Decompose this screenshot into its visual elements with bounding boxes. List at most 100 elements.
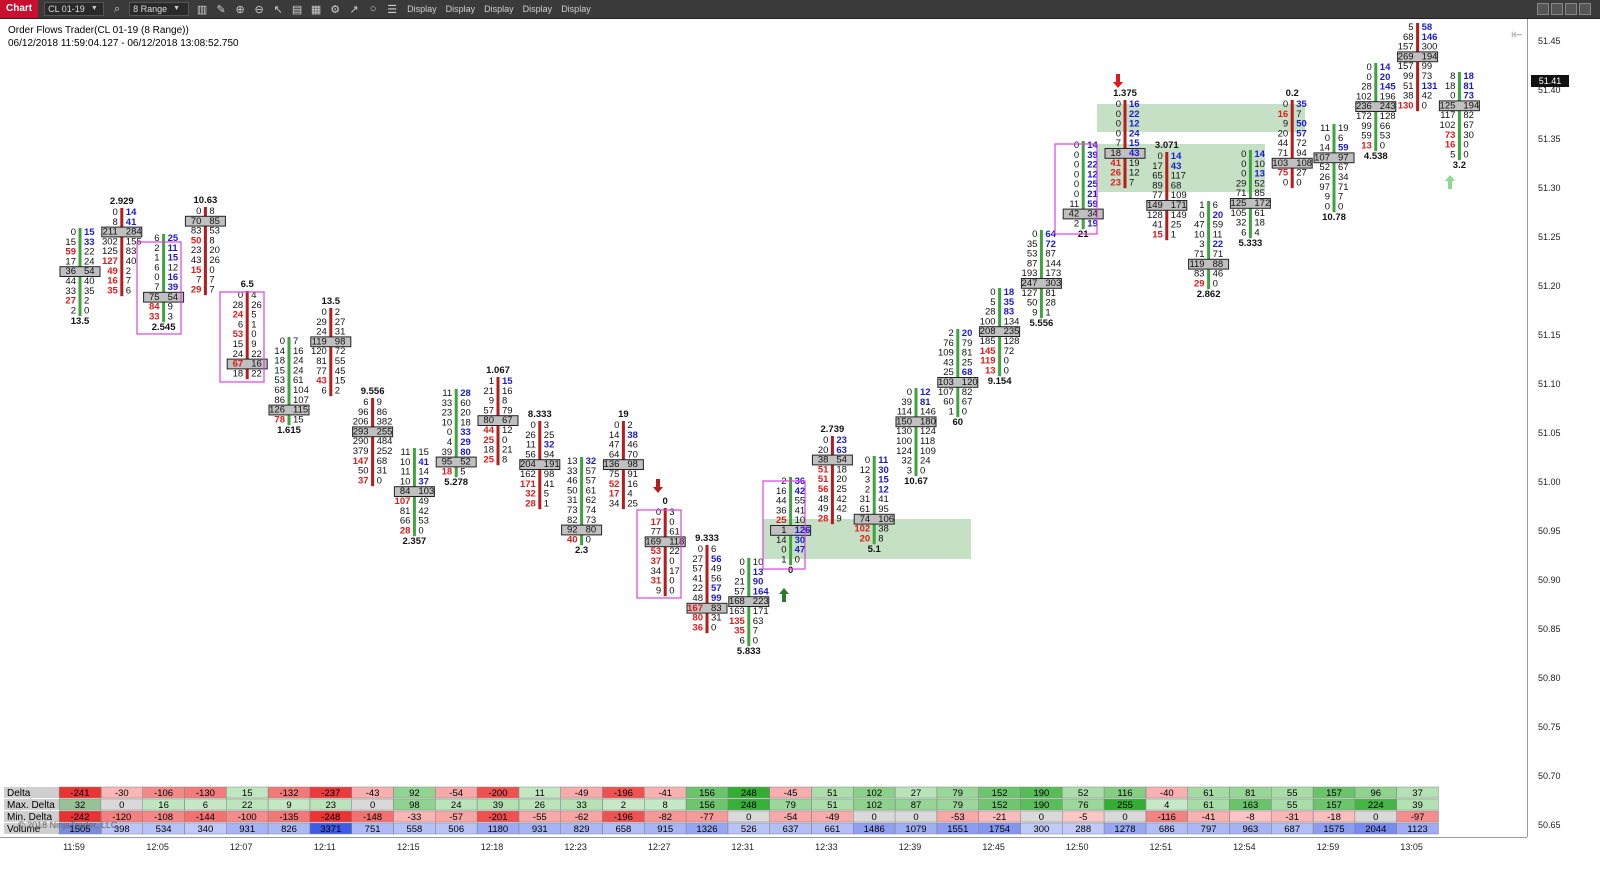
bid-volume: 0 bbox=[238, 290, 243, 301]
bid-volume: 9 bbox=[1283, 119, 1288, 130]
summary-value: -45 bbox=[784, 788, 798, 799]
price-axis[interactable] bbox=[1527, 19, 1528, 837]
ask-volume: 81 bbox=[920, 397, 931, 408]
ask-volume: 8 bbox=[502, 454, 507, 465]
ask-volume: 4 bbox=[627, 489, 632, 500]
data-box-icon[interactable]: ▦ bbox=[310, 3, 322, 16]
time-axis[interactable] bbox=[0, 837, 1527, 838]
bid-volume: 95 bbox=[442, 457, 453, 468]
display-button-4[interactable]: Display bbox=[522, 4, 553, 14]
footprint-bar[interactable]: 0 3 26 25 11 32 56 94 204 191 162 98 171 41 32 5 28 1 8.33… bbox=[519, 409, 561, 509]
collapse-panel-icon[interactable]: ⇤ bbox=[1511, 26, 1523, 42]
zoom-out-icon[interactable]: ⊖ bbox=[254, 3, 264, 16]
summary-value: 915 bbox=[657, 824, 673, 835]
ask-volume: 0 bbox=[669, 556, 674, 567]
bid-volume: 136 bbox=[604, 459, 620, 470]
summary-value: 2044 bbox=[1365, 824, 1386, 835]
footprint-bar[interactable]: 0 11 12 30 3 15 2 12 31 41 61 95 74 106 102 38 20 85.1 bbox=[853, 455, 895, 555]
ask-volume: 12 bbox=[168, 262, 179, 273]
search-icon[interactable]: ⌕ bbox=[114, 2, 121, 15]
ask-volume: 41 bbox=[544, 479, 555, 490]
summary-value: 963 bbox=[1242, 824, 1258, 835]
bid-volume: 24 bbox=[233, 349, 244, 360]
summary-value: -41 bbox=[658, 788, 672, 799]
summary-value: -120 bbox=[112, 812, 131, 823]
bid-volume: 0 bbox=[1241, 169, 1246, 180]
bid-volume: 16 bbox=[107, 276, 118, 287]
summary-row-label-bg bbox=[4, 823, 102, 834]
bid-volume: 53 bbox=[233, 329, 244, 340]
footprint-bar[interactable]: 6 9 96 86 206 382 293 255 290 484 379 252 147 68 50 31 3… bbox=[352, 386, 394, 486]
drawing-tools-icon[interactable]: ↗ bbox=[349, 3, 359, 16]
bar-type-selector[interactable]: 8 Range ▼ bbox=[129, 2, 190, 16]
time-tick-label: 12:45 bbox=[982, 842, 1005, 852]
strategies-icon[interactable]: ⚙ bbox=[330, 3, 341, 16]
summary-value: -82 bbox=[658, 812, 672, 823]
highlight-box bbox=[136, 241, 182, 335]
footprint-bar[interactable]: 11 15 10 41 11 14 10 37 84 103 107 49 81 42 66 53 28 02.3… bbox=[393, 447, 435, 547]
footprint-bar[interactable]: 0 14 0 10 0 13 29 52 71 85 125 172 105 61 32 18 6 45.333 bbox=[1229, 149, 1271, 249]
footprint-bar[interactable]: 0 23 20 63 38 54 51 18 51 20 56 25 48 42 49 42 28 9 2.739 bbox=[811, 424, 853, 524]
bid-volume: 80 bbox=[692, 613, 703, 624]
summary-value: 157 bbox=[1326, 800, 1342, 811]
window-tile-icon[interactable] bbox=[1551, 3, 1563, 15]
window-maximize-icon[interactable] bbox=[1579, 3, 1591, 15]
pencil-icon[interactable]: ✎ bbox=[216, 3, 226, 16]
bar-top-label: 8.333 bbox=[528, 409, 552, 420]
ask-volume: 32 bbox=[586, 456, 597, 467]
bid-volume: 28 bbox=[233, 300, 244, 311]
properties-icon[interactable]: ▤ bbox=[291, 3, 303, 16]
footprint-bar[interactable]: 0 14 0 20 28 145 102 196 236 243 172 128 99 66 59 53 13 0… bbox=[1355, 62, 1397, 162]
bar-style-icon[interactable]: ▥ bbox=[196, 3, 208, 16]
chart-menu-button[interactable]: Chart bbox=[0, 0, 39, 18]
display-button-1[interactable]: Display bbox=[407, 4, 437, 14]
bid-volume: 6 bbox=[238, 319, 243, 330]
bid-volume: 29 bbox=[191, 284, 202, 295]
display-button-5[interactable]: Display bbox=[561, 4, 591, 14]
price-tick-label: 50.85 bbox=[1538, 624, 1561, 634]
ask-volume: 49 bbox=[418, 496, 429, 507]
footprint-bar[interactable]: 0 2 14 38 47 46 64 70 136 98 75 91 52 16 17 4 34 25 19 bbox=[602, 409, 644, 509]
summary-value: 506 bbox=[448, 824, 464, 835]
circle-icon[interactable]: ○ bbox=[369, 3, 377, 15]
bid-volume: 5 bbox=[990, 297, 995, 308]
list-icon[interactable]: ☰ bbox=[387, 3, 398, 16]
pointer-icon[interactable]: ↖ bbox=[273, 3, 283, 16]
window-menu-icon[interactable] bbox=[1537, 3, 1549, 15]
footprint-bar[interactable]: 11 28 33 60 23 20 10 18 0 33 4 29 39 80 95 52 18 55.278 bbox=[435, 388, 477, 488]
window-minimize-icon[interactable] bbox=[1565, 3, 1577, 15]
zoom-in-icon[interactable]: ⊕ bbox=[235, 3, 245, 16]
poc-cell bbox=[644, 536, 686, 548]
footprint-bar[interactable]: 0 16 0 22 0 12 0 24 7 15 18 43 41 19 26 12 23 7 1.375 bbox=[1104, 88, 1146, 188]
display-button-3[interactable]: Display bbox=[484, 4, 514, 14]
bid-volume: 31 bbox=[860, 494, 871, 505]
display-button-2[interactable]: Display bbox=[445, 4, 476, 14]
ask-volume: 63 bbox=[753, 616, 764, 627]
footprint-bar[interactable]: 0 14 8 41 211 284 302 155 125 83 127 40 49 2 16 7 35 6 2.9… bbox=[101, 196, 143, 296]
ask-volume: 109 bbox=[920, 446, 936, 457]
instrument-selector[interactable]: CL 01-19 ▼ bbox=[44, 2, 105, 16]
